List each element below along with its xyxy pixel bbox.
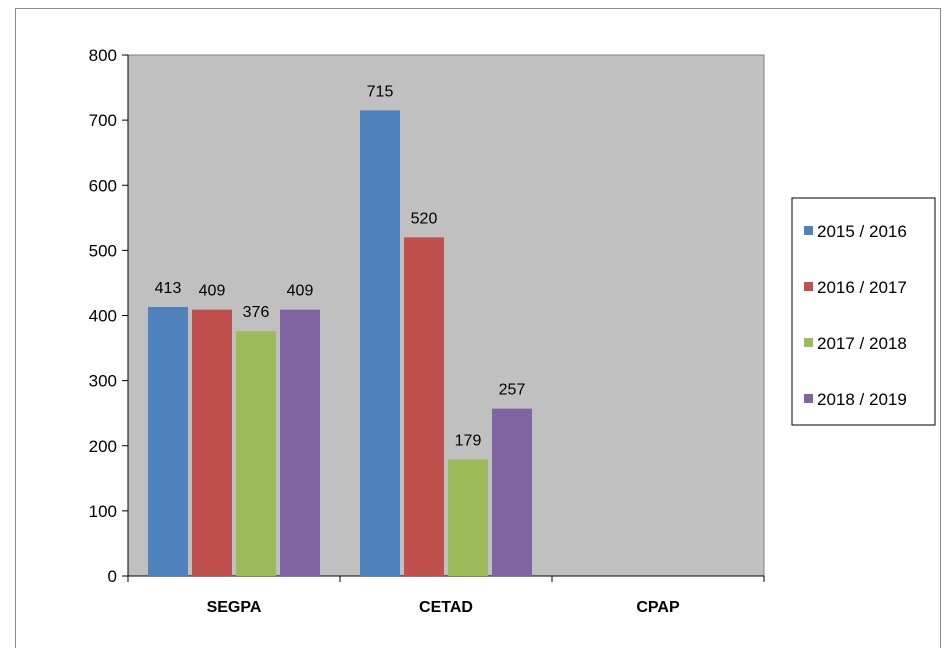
legend-label: 2017 / 2018 — [817, 334, 907, 353]
category-label: SEGPA — [207, 599, 262, 616]
legend-swatch — [804, 226, 813, 235]
data-label: 179 — [455, 432, 482, 449]
bars — [148, 110, 532, 576]
data-label: 376 — [243, 304, 270, 321]
y-tick-label: 200 — [89, 437, 117, 456]
y-axis: 0 100 200 300 400 500 600 700 800 — [89, 46, 129, 586]
data-label: 520 — [411, 210, 438, 227]
bar — [148, 307, 188, 576]
chart-frame — [15, 8, 941, 648]
legend-swatch — [804, 338, 813, 347]
y-tick-label: 0 — [108, 567, 117, 586]
legend-label: 2018 / 2019 — [817, 390, 907, 409]
y-tick-label: 500 — [89, 241, 117, 260]
bar — [492, 408, 532, 576]
data-label: 409 — [199, 283, 226, 300]
legend: 2015 / 2016 2016 / 2017 2017 / 2018 2018 / … — [791, 197, 936, 426]
bar — [192, 309, 232, 576]
bar — [360, 110, 400, 576]
bar — [448, 459, 488, 576]
y-tick-label: 600 — [89, 176, 117, 195]
data-label: 715 — [367, 83, 394, 100]
y-tick-label: 300 — [89, 372, 117, 391]
legend-label: 2015 / 2016 — [817, 222, 907, 241]
y-tick-label: 800 — [89, 46, 117, 65]
category-label: CETAD — [419, 599, 473, 616]
data-labels: 413 409 376 409 715 520 179 257 — [155, 83, 526, 449]
y-tick-label: 100 — [89, 502, 117, 521]
legend-swatch — [804, 394, 813, 403]
legend-label: 2016 / 2017 — [817, 278, 907, 297]
bar — [404, 237, 444, 576]
bar — [236, 331, 276, 576]
category-label: CPAP — [636, 599, 680, 616]
y-tick-label: 700 — [89, 111, 117, 130]
data-label: 413 — [155, 280, 182, 297]
legend-box — [791, 197, 936, 426]
data-label: 257 — [499, 382, 526, 399]
data-label: 409 — [287, 283, 314, 300]
y-tick-label: 400 — [89, 307, 117, 326]
x-axis: SEGPA CETAD CPAP — [127, 575, 765, 616]
bar — [280, 309, 320, 576]
legend-swatch — [804, 282, 813, 291]
